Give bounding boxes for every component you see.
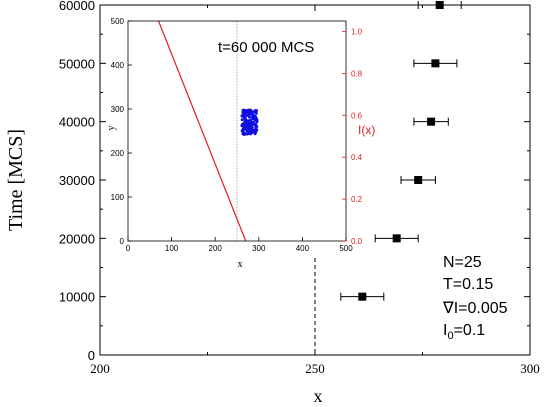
particle bbox=[248, 115, 252, 119]
main-y-tick-label: 20000 bbox=[59, 231, 95, 246]
inset-right-axis-label: I(x) bbox=[358, 123, 375, 137]
particle-cluster bbox=[240, 108, 259, 136]
main-x-tick-label: 200 bbox=[90, 361, 110, 376]
particle bbox=[249, 109, 253, 113]
main-y-tick-label: 40000 bbox=[59, 115, 95, 130]
inset-x-tick-label: 200 bbox=[209, 244, 223, 253]
inset-y-ticks: 0 100 200 300 400 500 bbox=[111, 17, 132, 246]
inset-right-tick-label: 0.4 bbox=[351, 153, 363, 162]
main-x-ticks: 200 250 300 bbox=[90, 5, 540, 376]
data-point bbox=[358, 292, 367, 301]
inset-x-ticks: 0 100 200 300 400 500 bbox=[126, 237, 353, 253]
data-point bbox=[431, 59, 440, 68]
inset-x-tick-label: 500 bbox=[339, 244, 353, 253]
inset-y-tick-label: 200 bbox=[111, 149, 125, 158]
particle bbox=[245, 124, 249, 128]
data-point bbox=[435, 1, 444, 9]
intensity-line bbox=[157, 20, 247, 242]
inset-x-tick-label: 100 bbox=[165, 244, 179, 253]
parameter-legend: N=25 T=0.15 ∇I=0.005 I0=0.1 bbox=[442, 254, 508, 342]
main-x-tick-label: 300 bbox=[520, 361, 540, 376]
particle bbox=[247, 125, 251, 129]
data-point bbox=[392, 234, 401, 243]
inset-y-tick-label: 400 bbox=[111, 61, 125, 70]
inset-frame bbox=[127, 20, 347, 242]
data-point bbox=[427, 117, 436, 126]
param-i0-rest: =0.1 bbox=[454, 322, 486, 339]
param-gradient: ∇I=0.005 bbox=[442, 300, 508, 317]
particle bbox=[241, 129, 245, 133]
particle bbox=[247, 111, 251, 115]
main-y-tick-label: 30000 bbox=[59, 173, 95, 188]
particle bbox=[241, 124, 245, 128]
main-data-points bbox=[340, 1, 462, 301]
inset-y-tick-label: 0 bbox=[120, 237, 125, 246]
particle bbox=[245, 108, 249, 112]
inset-right-tick-label: 0.0 bbox=[351, 237, 363, 246]
main-y-tick-label: 10000 bbox=[59, 290, 95, 305]
particle bbox=[242, 115, 246, 119]
particle bbox=[240, 118, 244, 122]
inset-right-tick-label: 1.0 bbox=[351, 27, 363, 36]
param-n: N=25 bbox=[443, 254, 482, 271]
particle bbox=[248, 120, 252, 124]
data-point bbox=[414, 176, 423, 184]
particle bbox=[249, 123, 253, 127]
main-y-tick-label: 60000 bbox=[59, 0, 95, 13]
inset-plot: 0 100 200 300 400 500 0 100 200 300 400 500 0.0 0.2… bbox=[106, 17, 375, 270]
param-i0-base: I bbox=[443, 322, 447, 339]
particle bbox=[253, 117, 257, 121]
particle bbox=[249, 127, 253, 131]
inset-right-tick-label: 0.6 bbox=[351, 111, 363, 120]
inset-y-axis-label: y bbox=[106, 126, 117, 131]
inset-x-tick-label: 400 bbox=[296, 244, 310, 253]
inset-x-tick-label: 0 bbox=[126, 244, 131, 253]
inset-x-axis-label: x bbox=[238, 259, 243, 270]
particle bbox=[242, 110, 246, 114]
particle bbox=[241, 108, 245, 112]
particle bbox=[248, 131, 252, 135]
param-i0: I0=0.1 bbox=[443, 322, 485, 342]
inset-y-tick-label: 100 bbox=[111, 193, 125, 202]
particle bbox=[244, 120, 248, 124]
main-y-tick-label: 0 bbox=[88, 348, 95, 363]
particle bbox=[253, 114, 257, 118]
param-t: T=0.15 bbox=[443, 276, 493, 293]
particle bbox=[252, 110, 256, 114]
particle bbox=[253, 132, 257, 136]
particle bbox=[254, 124, 258, 128]
main-y-axis-label: Time [MCS] bbox=[5, 129, 27, 231]
inset-right-ticks: 0.0 0.2 0.4 0.6 0.8 1.0 bbox=[342, 27, 363, 246]
inset-y-tick-label: 300 bbox=[111, 105, 125, 114]
param-i0-sub: 0 bbox=[447, 330, 453, 342]
main-y-tick-label: 50000 bbox=[59, 56, 95, 71]
main-x-tick-label: 250 bbox=[305, 361, 325, 376]
particle bbox=[255, 118, 259, 122]
inset-right-tick-label: 0.8 bbox=[351, 69, 363, 78]
inset-right-tick-label: 0.2 bbox=[351, 195, 363, 204]
particle bbox=[244, 127, 248, 131]
inset-y-tick-label: 500 bbox=[111, 17, 125, 26]
inset-x-tick-label: 300 bbox=[252, 244, 266, 253]
inset-title: t=60 000 MCS bbox=[218, 39, 314, 56]
main-x-axis-label: x bbox=[314, 386, 323, 406]
